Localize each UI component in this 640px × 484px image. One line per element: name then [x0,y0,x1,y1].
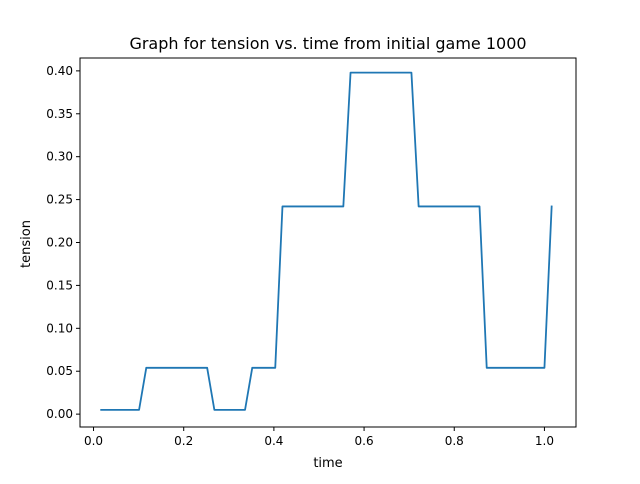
x-tick-label: 0.6 [355,434,374,448]
x-tick-label: 1.0 [535,434,554,448]
x-tick-label: 0.4 [264,434,283,448]
plot-area [100,71,553,411]
y-axis-label: tension [19,220,34,268]
y-tick-label: 0.15 [46,278,73,292]
y-tick-label: 0.20 [46,236,73,250]
y-tick-label: 0.30 [46,150,73,164]
y-tick-label: 0.35 [46,107,73,121]
x-tick-label: 0.0 [84,434,103,448]
x-tick-label: 0.8 [445,434,464,448]
y-tick-label: 0.10 [46,321,73,335]
y-tick-label: 0.00 [46,407,73,421]
chart-title: Graph for tension vs. time from initial … [129,34,526,53]
y-tick-label: 0.40 [46,64,73,78]
x-axis-label: time [313,456,342,471]
x-tick-label: 0.2 [174,434,193,448]
y-tick-label: 0.05 [46,364,73,378]
axes: 0.0 0.2 0.4 0.6 0.8 1.0 0.00 0.05 0.10 0.15 0.20 0.… [46,57,577,448]
series-line-0 [100,71,553,411]
y-tick-label: 0.25 [46,193,73,207]
